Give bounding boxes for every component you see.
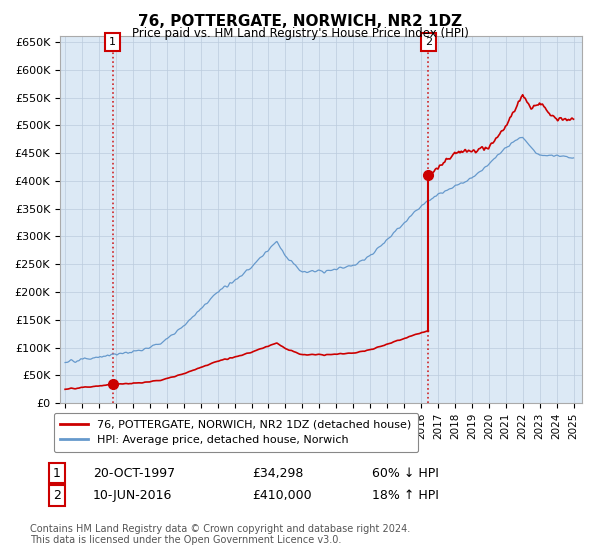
Text: 60% ↓ HPI: 60% ↓ HPI xyxy=(372,466,439,480)
Text: 10-JUN-2016: 10-JUN-2016 xyxy=(93,489,172,502)
Text: 2: 2 xyxy=(425,37,432,47)
Text: 2: 2 xyxy=(53,489,61,502)
Text: 1: 1 xyxy=(109,37,116,47)
Text: 1: 1 xyxy=(53,466,61,480)
Text: 76, POTTERGATE, NORWICH, NR2 1DZ: 76, POTTERGATE, NORWICH, NR2 1DZ xyxy=(138,14,462,29)
Text: Contains HM Land Registry data © Crown copyright and database right 2024.
This d: Contains HM Land Registry data © Crown c… xyxy=(30,524,410,545)
Legend: 76, POTTERGATE, NORWICH, NR2 1DZ (detached house), HPI: Average price, detached : 76, POTTERGATE, NORWICH, NR2 1DZ (detach… xyxy=(53,413,418,452)
Text: 20-OCT-1997: 20-OCT-1997 xyxy=(93,466,175,480)
Text: Price paid vs. HM Land Registry's House Price Index (HPI): Price paid vs. HM Land Registry's House … xyxy=(131,27,469,40)
Text: 18% ↑ HPI: 18% ↑ HPI xyxy=(372,489,439,502)
Text: £410,000: £410,000 xyxy=(252,489,311,502)
Text: £34,298: £34,298 xyxy=(252,466,304,480)
